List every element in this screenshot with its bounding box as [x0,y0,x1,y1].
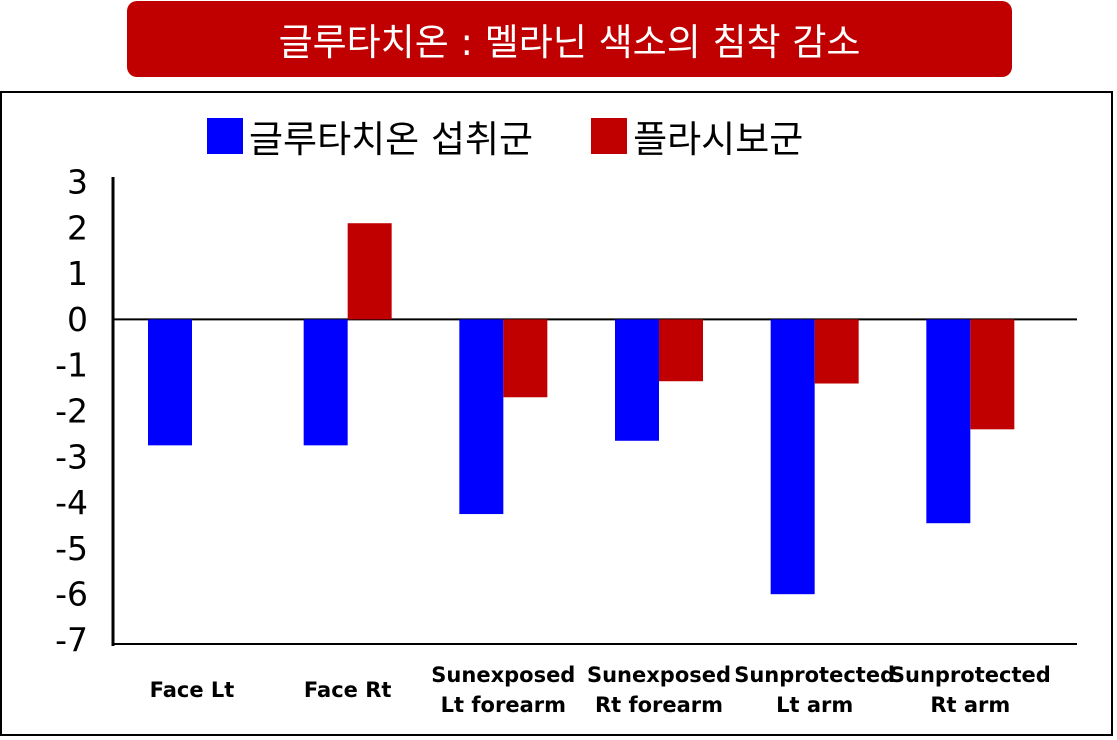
bar-glutathione [303,319,348,446]
bar-glutathione [770,319,815,595]
chart-title: 글루타치온 : 멜라닌 색소의 침착 감소 [278,21,861,64]
legend-item-glutathione: 글루타치온 섭취군 [207,109,533,163]
bar-placebo [503,319,548,398]
y-tick-label: -7 [55,621,88,660]
legend: 글루타치온 섭취군 플라시보군 [207,114,803,161]
bar-glutathione [615,319,659,441]
y-tick-label: -5 [55,529,88,568]
y-tick-label: 0 [67,300,88,339]
bar-placebo [347,223,392,320]
x-tick-label: Sunprotected Rt arm [890,663,1051,717]
y-tick-label: 3 [67,163,88,202]
x-tick-label: Sunexposed Lt forearm [431,663,575,717]
y-tick-label: -3 [55,437,88,476]
title-banner: 글루타치온 : 멜라닌 색소의 침착 감소 [127,1,1012,77]
legend-label-glutathione: 글루타치온 섭취군 [249,118,534,161]
legend-swatch-glutathione [207,118,243,154]
bar-placebo [659,319,703,382]
legend-label-placebo: 플라시보군 [633,118,804,161]
bar-glutathione [148,319,192,446]
legend-item-placebo: 플라시보군 [591,109,803,163]
x-tick-label: Sunprotected Lt arm [734,663,895,717]
bar-placebo [970,319,1015,430]
bar-placebo [814,319,859,384]
legend-swatch-placebo [591,118,628,154]
x-tick-label: Sunexposed Rt forearm [587,663,731,717]
bar-glutathione [926,319,971,524]
y-tick-label: -4 [55,483,88,522]
x-tick-label: Face Lt [150,678,235,702]
y-tick-label: -2 [55,392,88,431]
y-tick-label: 2 [67,208,88,247]
y-tick-label: 1 [67,254,88,293]
x-tick-label: Face Rt [304,678,392,702]
y-tick-label: -1 [55,346,88,385]
bar-glutathione [459,319,504,515]
y-tick-label: -6 [55,575,88,614]
